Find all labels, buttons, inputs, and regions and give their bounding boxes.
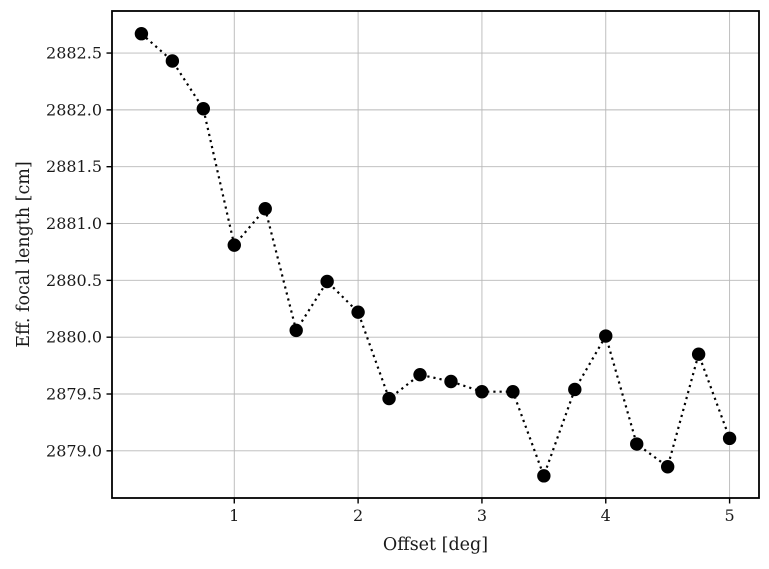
data-point xyxy=(475,385,489,399)
data-point xyxy=(134,27,149,41)
data-point xyxy=(351,305,365,319)
data-point xyxy=(506,385,520,399)
plot-border xyxy=(111,10,760,499)
x-tick-label: 4 xyxy=(601,506,611,525)
y-tick-label: 2880.0 xyxy=(46,328,102,347)
x-axis-label: Offset [deg] xyxy=(382,535,489,555)
data-point xyxy=(691,347,706,361)
data-point xyxy=(444,374,458,389)
y-tick-label: 2881.0 xyxy=(46,214,102,233)
x-tick-label: 1 xyxy=(229,506,239,525)
x-tick-label: 3 xyxy=(477,506,487,525)
data-point xyxy=(599,329,613,343)
data-point xyxy=(289,323,303,338)
data-point xyxy=(320,274,334,289)
x-tick-label: 2 xyxy=(353,506,363,525)
data-point xyxy=(227,238,241,252)
data-point xyxy=(537,469,551,483)
y-tick-label: 2881.5 xyxy=(46,157,102,176)
data-point xyxy=(413,367,427,382)
x-tick-label: 5 xyxy=(724,506,734,525)
y-axis-label: Eff. focal length [cm] xyxy=(14,161,34,348)
data-point xyxy=(196,102,211,116)
y-tick-label: 2879.5 xyxy=(46,385,102,404)
data-point xyxy=(630,437,644,451)
data-point xyxy=(568,382,582,397)
data-point xyxy=(258,202,272,216)
y-tick-label: 2882.0 xyxy=(46,100,102,119)
data-line xyxy=(140,32,731,480)
data-point xyxy=(382,391,396,406)
y-tick-label: 2880.5 xyxy=(46,271,102,290)
y-tick-label: 2879.0 xyxy=(46,441,102,460)
y-tick-label: 2882.5 xyxy=(46,44,102,63)
data-point xyxy=(722,431,737,446)
data-point xyxy=(165,54,180,68)
data-point xyxy=(660,460,675,474)
